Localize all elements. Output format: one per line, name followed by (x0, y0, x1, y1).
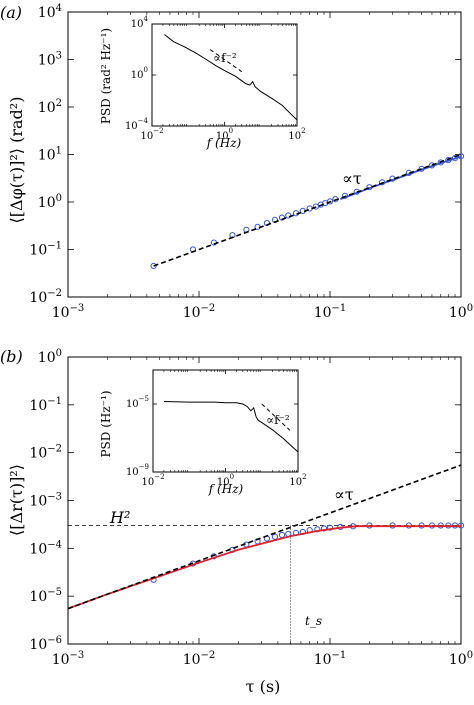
panel-a-inset-frame (151, 23, 298, 127)
panel-b-inset-y-tick-label: 10−9 (126, 463, 149, 478)
panel-a-inset-y-tick-label: 10−4 (125, 117, 149, 132)
panel-b-y-tick-label: 100 (38, 348, 62, 366)
panel-b-inset-series-0-line (163, 401, 299, 453)
panel-b-inset-y-tick-label: 10−5 (126, 395, 149, 410)
panel-b-inset-annotation: ∝f⁻² (266, 413, 290, 427)
panel-b-series-0-point (320, 525, 328, 532)
panel-b-label: (b) (0, 347, 23, 366)
panel-a-inset-ylabel: PSD (rad² Hz⁻¹) (99, 28, 113, 124)
panel-b-inset-x-tick-label: 102 (289, 473, 306, 488)
panel-b-annotation: ∝τ (334, 485, 354, 504)
panel-b-series-0-point (278, 531, 286, 539)
panel-a-x-tick-label: 100 (449, 303, 473, 321)
panel-a-inset-series-0-line (164, 34, 298, 121)
panel-b-inset-xlabel: f (Hz) (208, 482, 244, 496)
panel-a-annotation: ∝τ (342, 169, 362, 188)
panel-a-y-tick-label: 10−2 (29, 288, 62, 306)
panel-a-inset-plot: 10−2 100 102 10−4 100 104 (125, 15, 306, 142)
panel-a-y-tick-label: 103 (38, 51, 62, 69)
panel-b-y-tick-label: 10−6 (29, 635, 62, 653)
panel-a-y-tick-label: 104 (38, 3, 62, 21)
panel-b-inset-x-tick-label: 10−2 (141, 473, 164, 488)
panel-b-plot: 10−3 10−2 10−1 100 10−6 10−5 10−4 10−3 10−2 10−1 1… (29, 348, 473, 668)
panel-b-inset-x-tick-label: 100 (217, 473, 234, 488)
panel-b-ylabel: ⟨[Δr(τ)]²⟩ (7, 464, 26, 536)
panel-a-inset-x-tick-label: 102 (288, 127, 305, 142)
panel-b-series-2-line (67, 464, 462, 610)
panel-b-y-tick-label: 10−1 (29, 396, 62, 414)
panel-b-series-1-line (67, 525, 461, 610)
panel-b: (b) ⟨[Δr(τ)]²⟩ τ (s) ∝τ H² t_s 10−3 10−2 1… (0, 347, 473, 696)
panel-b-ts-label: t_s (305, 614, 322, 628)
panel-a-inset-annotation: ∝f⁻² (213, 51, 237, 65)
panel-a: (a) ⟨[Δφ(τ)]²⟩ (rad²) ∝τ 10−3 10−2 10−1 100… (0, 3, 473, 321)
panel-a-series-0-point (150, 262, 157, 270)
panel-b-x-tick-label: 100 (449, 650, 473, 668)
panel-b-h2-label: H² (109, 508, 130, 527)
panel-a-inset-x-tick-label: 100 (216, 127, 233, 142)
panel-a-inset-y-tick-label: 104 (131, 15, 149, 30)
panel-b-x-tick-label: 10−1 (314, 650, 347, 668)
panel-a-inset-x-tick-label: 10−2 (140, 127, 163, 142)
panel-a-x-tick-label: 10−2 (183, 303, 216, 321)
panel-b-inset-frame (152, 369, 299, 473)
panel-a-y-tick-label: 100 (38, 193, 62, 211)
panel-a-y-tick-label: 102 (38, 98, 62, 116)
panel-b-y-tick-label: 10−2 (29, 444, 62, 462)
panel-a-y-tick-label: 101 (38, 146, 62, 164)
panel-b-y-tick-label: 10−4 (29, 539, 62, 557)
panel-b-y-tick-label: 10−5 (29, 587, 62, 605)
panel-a-x-tick-label: 10−1 (314, 303, 347, 321)
panel-b-inset-ylabel: PSD (Hz⁻¹) (99, 390, 113, 457)
panel-b-series-0-point (271, 533, 279, 540)
panel-b-xlabel: τ (s) (246, 677, 281, 696)
panel-b-x-tick-label: 10−3 (52, 650, 85, 668)
panel-a-series-2-line (153, 153, 462, 267)
panel-a-label: (a) (0, 3, 22, 22)
panel-a-inset-y-tick-label: 100 (131, 66, 148, 81)
panel-a-y-tick-label: 10−1 (29, 241, 62, 259)
panel-b-series-0-point (326, 524, 334, 531)
panel-b-y-tick-label: 10−3 (29, 492, 62, 510)
panel-b-inset-plot: 10−2 100 102 10−9 10−5 (126, 370, 307, 488)
panel-a-x-tick-label: 10−3 (52, 303, 85, 321)
panel-b-x-tick-label: 10−2 (183, 650, 216, 668)
panel-a-series-0-point (326, 198, 334, 205)
panel-a-inset-xlabel: f (Hz) (206, 136, 242, 150)
panel-a-ylabel: ⟨[Δφ(τ)]²⟩ (rad²) (7, 97, 26, 224)
